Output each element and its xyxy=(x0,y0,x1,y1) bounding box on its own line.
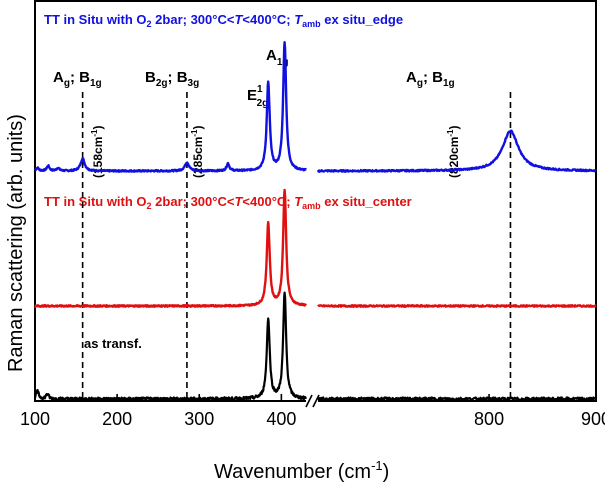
x-tick-label-900: 900 xyxy=(581,409,605,429)
annotation-158-label: Ag; B1g xyxy=(53,69,102,89)
x-tick-label-200: 200 xyxy=(102,409,132,429)
series-line-edge-seg1 xyxy=(316,129,597,173)
wn-label-820: (820cm-1) xyxy=(446,126,461,179)
series-title-center: TT in Situ with O2 2bar; 300°C<T<400°C; … xyxy=(44,194,412,211)
peak-label-e2g: E1 2g xyxy=(247,84,268,109)
annotation-285-label: B2g; B3g xyxy=(145,69,199,89)
x-tick-label-100: 100 xyxy=(20,409,50,429)
wn-label-158: (158cm-1) xyxy=(90,126,105,179)
x-tick-label-400: 400 xyxy=(266,409,296,429)
series-line-astransf-seg1 xyxy=(317,396,598,402)
x-tick-label-300: 300 xyxy=(184,409,214,429)
series-line-center-seg0 xyxy=(34,188,307,308)
x-tick-label-800: 800 xyxy=(474,409,504,429)
wn-label-285: (285cm-1) xyxy=(190,126,205,179)
series-line-astransf-seg0 xyxy=(33,291,308,402)
series-line-center-seg1 xyxy=(317,304,597,308)
y-axis-title: Raman scattering (arb. units) xyxy=(5,114,27,372)
annotation-820-label: Ag; B1g xyxy=(406,69,455,89)
series-label-as-transf: as transf. xyxy=(84,336,142,351)
x-axis-title: Wavenumber (cm-1) xyxy=(214,458,389,483)
axis-break xyxy=(305,394,320,408)
series-title-edge: TT in Situ with O2 2bar; 300°C<T<400°C; … xyxy=(44,12,403,29)
series-line-edge-seg0 xyxy=(34,41,307,173)
